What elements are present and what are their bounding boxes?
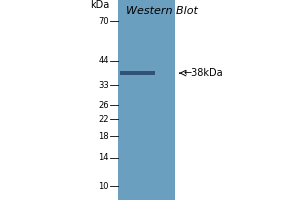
Text: 22: 22 xyxy=(98,115,109,124)
Text: 70: 70 xyxy=(98,17,109,26)
Text: ←38kDa: ←38kDa xyxy=(184,68,224,78)
Text: kDa: kDa xyxy=(90,0,109,10)
Text: 18: 18 xyxy=(98,132,109,141)
Text: 26: 26 xyxy=(98,101,109,110)
Text: 33: 33 xyxy=(98,81,109,90)
Text: 10: 10 xyxy=(98,182,109,191)
Text: Western Blot: Western Blot xyxy=(126,6,197,16)
Text: 44: 44 xyxy=(98,56,109,65)
Text: 14: 14 xyxy=(98,153,109,162)
